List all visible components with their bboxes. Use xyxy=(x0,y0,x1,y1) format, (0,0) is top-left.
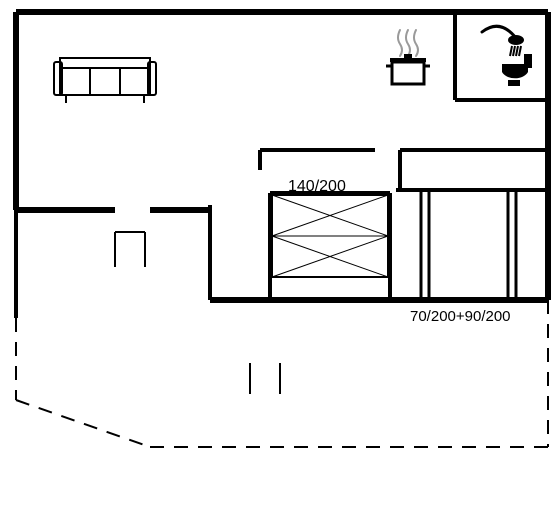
bed-dimension-label: 140/200 xyxy=(288,178,346,195)
floor-plan-diagram: 140/200 70/200+90/200 xyxy=(0,0,560,514)
balcony-diag xyxy=(16,400,150,447)
pot-icon xyxy=(386,30,430,84)
shower-icon xyxy=(482,26,532,86)
sofa-icon xyxy=(54,58,156,103)
closet-dimension-label: 70/200+90/200 xyxy=(410,308,511,325)
